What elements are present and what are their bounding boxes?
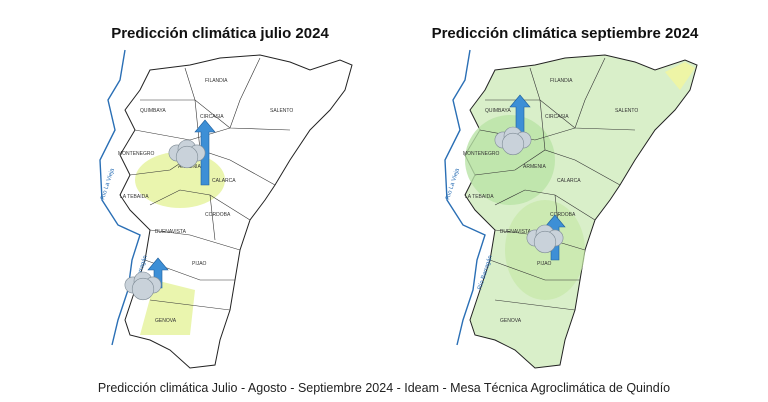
map: FILANDIA QUIMBAYA CIRCASIA SALENTO MONTENEGR… (444, 49, 698, 369)
anomaly-zone (465, 115, 555, 205)
anomaly-zone (140, 280, 195, 335)
map-title: Predicción climática julio 2024 (111, 25, 329, 42)
municipal-border (209, 194, 216, 241)
municipality-label: MONTENEGRO (118, 151, 155, 157)
municipality-label: CORDOBA (205, 212, 231, 218)
map: FILANDIA QUIMBAYA CIRCASIA SALENTO MONTENEGR… (99, 49, 353, 369)
municipality-label: CALARCA (557, 178, 581, 184)
municipality-label: MONTENEGRO (463, 151, 500, 157)
cloud-part (175, 145, 199, 169)
municipality-label: CORDOBA (550, 212, 576, 218)
anomaly-zone (665, 62, 695, 90)
municipal-border (184, 67, 291, 131)
river (99, 49, 141, 346)
municipality-label: CALARCA (212, 178, 236, 184)
cloud-part (501, 132, 525, 156)
municipality-label: QUIMBAYA (140, 108, 166, 114)
municipality-label: QUIMBAYA (485, 108, 511, 114)
municipality-label: FILANDIA (205, 78, 228, 84)
municipality-label: PIJAO (192, 261, 207, 267)
municipal-border (149, 229, 241, 251)
cloud-part (533, 230, 557, 254)
municipal-border (494, 299, 576, 311)
municipality-label: LA TEBAIDA (120, 194, 149, 200)
municipal-border (494, 189, 596, 221)
municipality-label: ARMENIA (523, 164, 546, 170)
river-label: Río La Vieja (100, 167, 116, 200)
municipality-label: GENOVA (155, 318, 177, 324)
municipality-label: FILANDIA (550, 78, 573, 84)
map-title: Predicción climática septiembre 2024 (432, 25, 699, 42)
municipality-label: PIJAO (537, 261, 552, 267)
municipality-label: SALENTO (615, 108, 638, 114)
municipality-label: GENOVA (500, 318, 522, 324)
municipal-border (574, 57, 606, 129)
municipality-label: LA TEBAIDA (465, 194, 494, 200)
municipality-label: CIRCASIA (545, 114, 569, 120)
arrow (509, 94, 531, 136)
municipality-label: CIRCASIA (200, 114, 224, 120)
arrow (147, 257, 169, 289)
municipal-border (134, 127, 231, 141)
municipal-border (149, 299, 231, 311)
municipality-label: BUENAVISTA (500, 229, 532, 235)
municipality-label: BUENAVISTA (155, 229, 187, 235)
municipal-border (229, 57, 261, 129)
river (444, 49, 486, 346)
municipal-border (194, 99, 201, 151)
municipal-border (489, 259, 580, 281)
municipal-border (149, 189, 251, 221)
municipality-label: SALENTO (270, 108, 293, 114)
cloud-part (131, 277, 155, 301)
municipal-border (529, 67, 636, 131)
municipal-border (539, 99, 546, 151)
caption: Predicción climática Julio - Agosto - Se… (98, 381, 670, 395)
river-label: Río La Vieja (445, 167, 461, 200)
